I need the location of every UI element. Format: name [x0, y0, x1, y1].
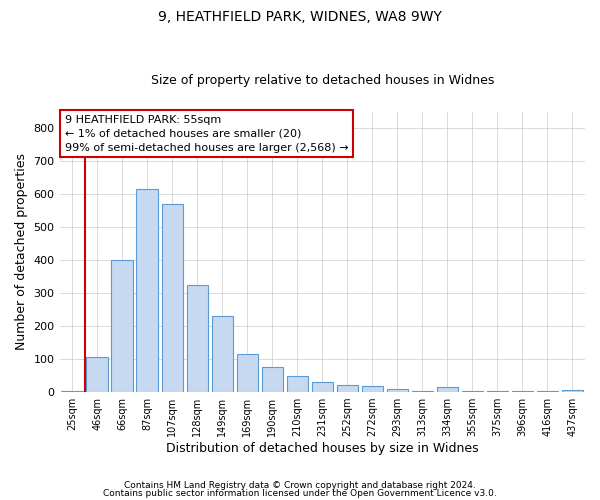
- Bar: [311, 382, 333, 392]
- Bar: [287, 376, 308, 392]
- Text: 9 HEATHFIELD PARK: 55sqm
← 1% of detached houses are smaller (20)
99% of semi-de: 9 HEATHFIELD PARK: 55sqm ← 1% of detache…: [65, 114, 349, 152]
- Bar: [161, 204, 183, 392]
- Y-axis label: Number of detached properties: Number of detached properties: [15, 154, 28, 350]
- Bar: [86, 358, 108, 392]
- Bar: [61, 391, 83, 392]
- Bar: [362, 386, 383, 392]
- Text: 9, HEATHFIELD PARK, WIDNES, WA8 9WY: 9, HEATHFIELD PARK, WIDNES, WA8 9WY: [158, 10, 442, 24]
- Bar: [112, 260, 133, 392]
- Bar: [437, 387, 458, 392]
- Bar: [387, 390, 408, 392]
- Bar: [337, 386, 358, 392]
- Bar: [562, 390, 583, 392]
- Bar: [136, 190, 158, 392]
- Text: Contains HM Land Registry data © Crown copyright and database right 2024.: Contains HM Land Registry data © Crown c…: [124, 481, 476, 490]
- Bar: [236, 354, 258, 392]
- X-axis label: Distribution of detached houses by size in Widnes: Distribution of detached houses by size …: [166, 442, 479, 455]
- Bar: [262, 368, 283, 392]
- Bar: [187, 285, 208, 392]
- Bar: [212, 316, 233, 392]
- Title: Size of property relative to detached houses in Widnes: Size of property relative to detached ho…: [151, 74, 494, 87]
- Text: Contains public sector information licensed under the Open Government Licence v3: Contains public sector information licen…: [103, 488, 497, 498]
